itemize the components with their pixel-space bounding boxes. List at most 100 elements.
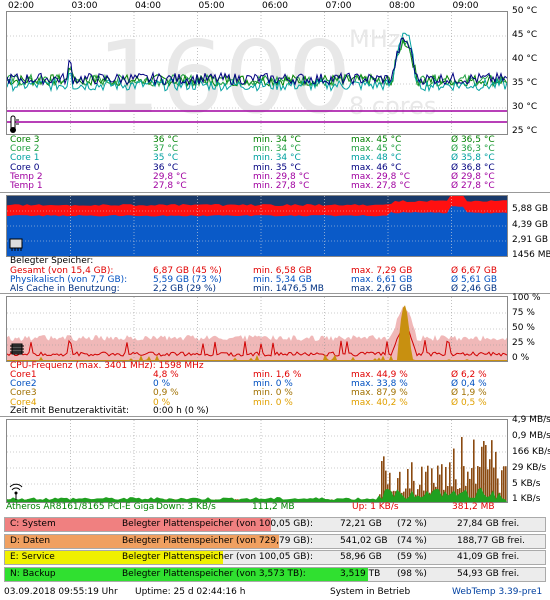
timeline-label: 09:00 <box>452 1 479 11</box>
cpu-legend-name: Core2 <box>10 379 37 390</box>
net-bar <box>505 466 507 502</box>
cpu-legend-avg: Ø 0,5 % <box>451 397 487 408</box>
memory-legend-max: max. 7,29 GB <box>351 266 413 276</box>
cpu-legend-cur: 0 % <box>153 397 171 408</box>
net-bar <box>393 490 395 502</box>
cpu-legend-min: min. 1,6 % <box>253 370 302 380</box>
timeline-label: 02:00 <box>8 1 34 11</box>
cpu-legend-min: min. 0 % <box>253 397 293 408</box>
disk-row[interactable]: D: Daten Belegter Plattenspeicher (von 72… <box>4 533 546 549</box>
temp-legend-cur: 36 °C <box>153 135 179 145</box>
temp-legend-max: max. 45 °C <box>351 135 402 145</box>
disk-pct: (98 %) <box>397 568 427 579</box>
temp-legend-min: min. 34 °C <box>253 144 301 155</box>
disk-row[interactable]: N: Backup Belegter Plattenspeicher (von 3… <box>4 566 546 582</box>
temp-legend-avg: Ø 36,5 °C <box>451 135 495 145</box>
net-bar <box>417 489 419 502</box>
net-down-area <box>7 487 507 502</box>
memory-legend-name: Gesamt (von 15,4 GB): <box>10 266 114 276</box>
cpu-tick-100: 100 % <box>512 293 541 303</box>
net-bar <box>437 465 439 502</box>
net-bar <box>447 486 449 502</box>
mem-tick-1: 4,39 GB <box>512 220 549 230</box>
status-bar: 03.09.2018 09:55:19 Uhr Uptime: 25 d 02:… <box>0 584 550 600</box>
cpu-tick-75: 75 % <box>512 308 535 318</box>
cpu-tick-50: 50 % <box>512 323 535 333</box>
net-up-total: 381,2 MB <box>452 502 495 512</box>
disk-label: Belegter Plattenspeicher (von 729,79 GB)… <box>122 535 313 546</box>
cpu-legend-max: max. 33,8 % <box>351 379 408 390</box>
app-version: WebTemp 3.39-pre1 <box>452 587 543 597</box>
thermometer-icon <box>10 115 19 133</box>
cpu-legend-name: Core4 <box>10 397 37 408</box>
net-bar <box>485 445 487 502</box>
net-bar <box>489 459 491 502</box>
net-adapter: Atheros AR8161/8165 PCI-E Giga <box>6 502 155 512</box>
net-bar <box>439 474 441 502</box>
cpu-core1-line <box>7 327 507 357</box>
network-chart <box>6 419 508 503</box>
temp-legend-cur: 35 °C <box>153 153 179 164</box>
net-bar <box>427 465 429 502</box>
cpu-legend-cur: 0 % <box>153 379 171 390</box>
memory-chart <box>6 195 508 257</box>
cpu-legend-max: max. 87,9 % <box>351 388 408 399</box>
timeline-label: 05:00 <box>198 1 225 11</box>
net-bar <box>473 439 475 502</box>
cpu-core3-area <box>7 305 507 361</box>
memory-legend-cur: 5,59 GB (73 %) <box>153 275 222 286</box>
temp-legend-name: Core 0 <box>10 162 40 173</box>
temp-watermark-cores: 8 cores <box>349 92 436 120</box>
disk-free: 27,84 GB frei. <box>457 519 520 529</box>
cpu-legend-avg: Ø 0,4 % <box>451 379 487 390</box>
memory-legend-avg: Ø 2,46 GB <box>451 284 497 295</box>
mem-tick-2: 2,91 GB <box>512 235 549 245</box>
disk-pct: (74 %) <box>397 535 427 546</box>
disk-used: 541,02 GB <box>340 535 388 546</box>
temp-tick-35: 35 °C <box>512 78 538 88</box>
disk-name: E: Service <box>10 552 55 562</box>
temp-legend-cur: 27,8 °C <box>153 181 187 191</box>
net-bar <box>425 471 427 502</box>
temp-legend-avg: Ø 36,8 °C <box>451 162 495 173</box>
net-bar <box>419 484 421 502</box>
net-bar <box>389 472 391 502</box>
temp-legend-max: max. 27,8 °C <box>351 181 411 191</box>
temp-legend-name: Temp 1 <box>10 181 43 191</box>
cpu-total-area <box>7 306 507 361</box>
cpu-legend-cur: 4,8 % <box>153 370 179 380</box>
current-datetime: 03.09.2018 09:55:19 Uhr <box>4 587 118 597</box>
mem-tick-3: 1456 MB <box>512 250 550 260</box>
net-tick-1: 0,9 MB/s <box>512 431 550 441</box>
disk-row[interactable]: E: Service Belegter Plattenspeicher (von … <box>4 550 546 565</box>
temp-legend-cur: 29,8 °C <box>153 171 187 182</box>
memory-legend-cur: 6,87 GB (45 %) <box>153 266 222 276</box>
net-bar <box>407 468 409 502</box>
temp-legend-min: min. 35 °C <box>253 162 301 173</box>
cpu-legend-name: Core1 <box>10 370 37 380</box>
timeline-axis: 02:00 03:00 04:00 05:00 06:00 07:00 08:00 09:00 <box>0 0 550 12</box>
disk-free: 41,09 GB frei. <box>457 552 520 562</box>
net-bar <box>411 462 413 502</box>
disk-used: 58,96 GB <box>340 552 382 562</box>
disk-free: 54,93 GB frei. <box>457 568 520 579</box>
temp-legend-cur: 37 °C <box>153 144 179 155</box>
temp-legend-name: Core 2 <box>10 144 40 155</box>
temp-tick-45: 45 °C <box>512 30 538 40</box>
disk-row[interactable]: C: System Belegter Plattenspeicher (von 1… <box>4 517 546 532</box>
net-bar <box>467 471 469 502</box>
disk-usage-fill <box>5 567 368 581</box>
temp-legend-max: max. 48 °C <box>351 153 402 164</box>
cpu-chip-icon <box>10 343 24 355</box>
disk-label: Belegter Plattenspeicher (von 3,573 TB): <box>122 568 306 579</box>
net-bar <box>421 466 423 502</box>
cpu-tick-25: 25 % <box>512 338 535 348</box>
cpu-legend-max: max. 44,9 % <box>351 370 408 380</box>
temp-legend-avg: Ø 29,8 °C <box>451 171 495 182</box>
net-down-total: 111,2 MB <box>252 502 295 512</box>
timeline-label: 07:00 <box>325 1 352 11</box>
net-bar <box>479 466 481 502</box>
net-bar <box>487 469 489 502</box>
temp-legend-avg: Ø 36,3 °C <box>451 144 495 155</box>
cpu-chart <box>6 296 508 362</box>
